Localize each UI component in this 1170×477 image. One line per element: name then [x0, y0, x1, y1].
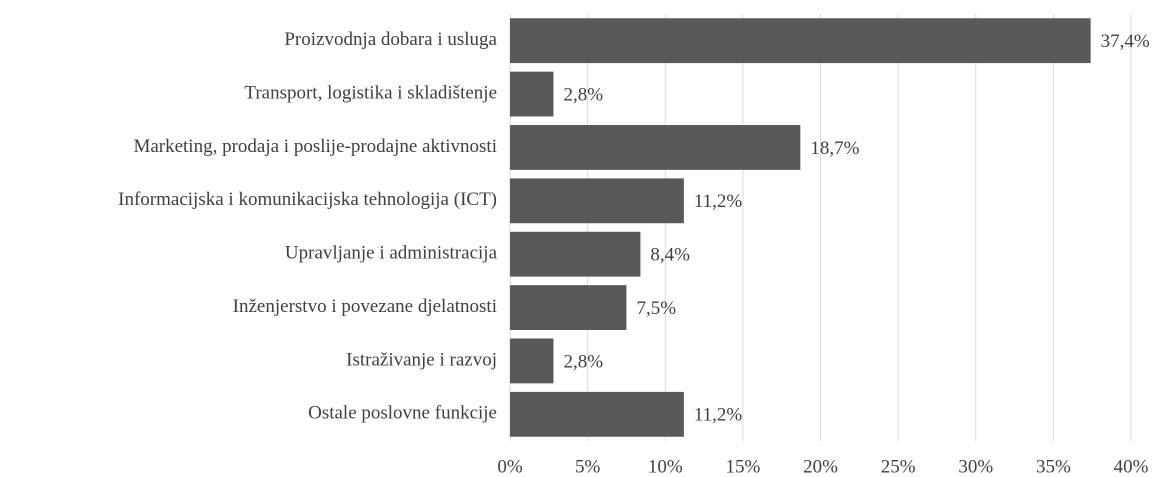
value-label: 11,2%	[694, 191, 743, 212]
x-tick-label: 25%	[881, 456, 916, 477]
value-label: 2,8%	[563, 84, 603, 105]
value-label: 37,4%	[1101, 31, 1150, 52]
bar	[510, 285, 627, 330]
bar	[510, 338, 554, 384]
value-label: 2,8%	[563, 351, 603, 372]
bar	[510, 231, 641, 277]
value-label: 18,7%	[810, 138, 859, 159]
bar	[510, 178, 684, 224]
value-label: 7,5%	[636, 298, 676, 319]
x-tick-label: 15%	[725, 456, 760, 477]
x-tick-label: 30%	[958, 456, 993, 477]
y-tick-label: Upravljanje i administracija	[285, 243, 498, 264]
y-tick-label: Istraživanje i razvoj	[346, 349, 497, 370]
y-tick-label: Marketing, prodaja i poslije-prodajne ak…	[133, 136, 497, 157]
bar	[510, 125, 801, 170]
y-tick-label: Ostale poslovne funkcije	[308, 403, 497, 424]
value-label: 11,2%	[694, 405, 743, 426]
y-tick-label: Inženjerstvo i povezane djelatnosti	[233, 296, 497, 317]
y-tick-label: Informacijska i komunikacijska tehnologi…	[118, 189, 497, 210]
bar	[510, 18, 1091, 64]
x-tick-label: 0%	[497, 456, 523, 477]
y-tick-label: Proizvodnja dobara i usluga	[284, 29, 497, 50]
bar	[510, 71, 554, 117]
x-tick-label: 35%	[1036, 456, 1071, 477]
value-label: 8,4%	[650, 245, 690, 266]
x-tick-label: 20%	[803, 456, 838, 477]
x-tick-label: 40%	[1114, 456, 1149, 477]
x-tick-label: 5%	[575, 456, 601, 477]
y-tick-label: Transport, logistika i skladištenje	[244, 82, 497, 103]
x-tick-label: 10%	[648, 456, 683, 477]
bar	[510, 391, 684, 437]
